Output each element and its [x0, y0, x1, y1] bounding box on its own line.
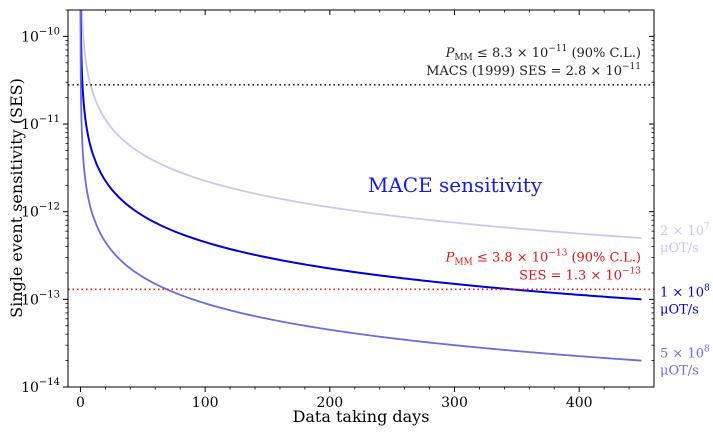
series-lines	[79, 9, 642, 362]
ses-text: SES = 1.3 × 10	[519, 268, 622, 283]
limit-value: ≤ 3.8 × 10	[473, 250, 549, 265]
y-tick-label: 10−13	[21, 289, 60, 308]
reference-label-ses: SES = 1.3 × 10−13	[519, 266, 641, 283]
y-tick-exponent: −11	[39, 114, 60, 125]
series-line	[79, 9, 642, 301]
x-axis-title: Data taking days	[293, 407, 430, 426]
limit-value: ≤ 8.3 × 10	[473, 46, 549, 61]
series-label-base: 5 × 10	[660, 347, 704, 362]
limit-confidence: (90% C.L.)	[567, 250, 641, 265]
series-label-exponent: 8	[704, 283, 710, 293]
series-label-unit: μOT/s	[660, 241, 699, 256]
reference-annotations: PMM ≤ 8.3 × 10−11 (90% C.L.)MACS (1999) …	[426, 44, 641, 284]
y-tick-exponent: −14	[39, 377, 60, 388]
reference-lines	[68, 84, 654, 291]
series-label-exponent: 7	[704, 222, 710, 232]
limit-subscript: MM	[454, 53, 472, 63]
series-label-base: 1 × 10	[660, 285, 704, 300]
series-label-value: 2 × 107	[660, 222, 710, 239]
limit-subscript: MM	[454, 257, 472, 267]
ses-text: MACS (1999) SES = 2.8 × 10	[426, 64, 622, 79]
series-label-unit: μOT/s	[660, 364, 699, 379]
x-tick-label: 400	[566, 395, 593, 411]
mace-sensitivity-annotation: MACE sensitivity	[368, 173, 543, 197]
y-tick-base: 10	[21, 205, 39, 221]
x-tick-label: 100	[192, 395, 219, 411]
reference-label-ses: MACS (1999) SES = 2.8 × 10−11	[426, 62, 641, 79]
y-tick-base: 10	[21, 117, 39, 133]
series-label-exponent: 8	[704, 345, 710, 355]
ses-exponent: −11	[622, 62, 641, 72]
y-tick-label: 10−14	[21, 377, 60, 396]
x-tick-label: 300	[441, 395, 468, 411]
y-tick-label: 10−10	[21, 26, 60, 45]
limit-exponent: −13	[548, 248, 567, 258]
y-tick-base: 10	[21, 29, 39, 45]
series-label-value: 5 × 108	[660, 345, 710, 362]
series-label-unit: μOT/s	[660, 302, 699, 317]
x-tick-label: 200	[316, 395, 343, 411]
plot-frame	[67, 9, 655, 388]
y-axis-title: Single event sensitivity (SES)	[7, 78, 26, 318]
reference-label-limit: PMM ≤ 3.8 × 10−13 (90% C.L.)	[445, 248, 641, 267]
reference-label-limit: PMM ≤ 8.3 × 10−11 (90% C.L.)	[445, 44, 641, 63]
y-tick-exponent: −10	[39, 26, 60, 37]
limit-confidence: (90% C.L.)	[567, 46, 641, 61]
y-tick-label: 10−12	[21, 202, 60, 221]
series-label-base: 2 × 10	[660, 224, 704, 239]
series-label-value: 1 × 108	[660, 283, 710, 300]
y-tick-exponent: −13	[39, 289, 60, 300]
series-line	[79, 9, 642, 362]
limit-exponent: −11	[548, 44, 567, 54]
x-tick-label: 0	[76, 395, 85, 411]
y-tick-label: 10−11	[21, 114, 60, 133]
limit-symbol: P	[445, 250, 455, 265]
y-tick-base: 10	[21, 292, 39, 308]
y-tick-base: 10	[21, 380, 39, 396]
limit-symbol: P	[445, 46, 455, 61]
series-line	[80, 9, 642, 239]
ses-exponent: −13	[622, 266, 641, 276]
y-tick-exponent: −12	[39, 202, 60, 213]
